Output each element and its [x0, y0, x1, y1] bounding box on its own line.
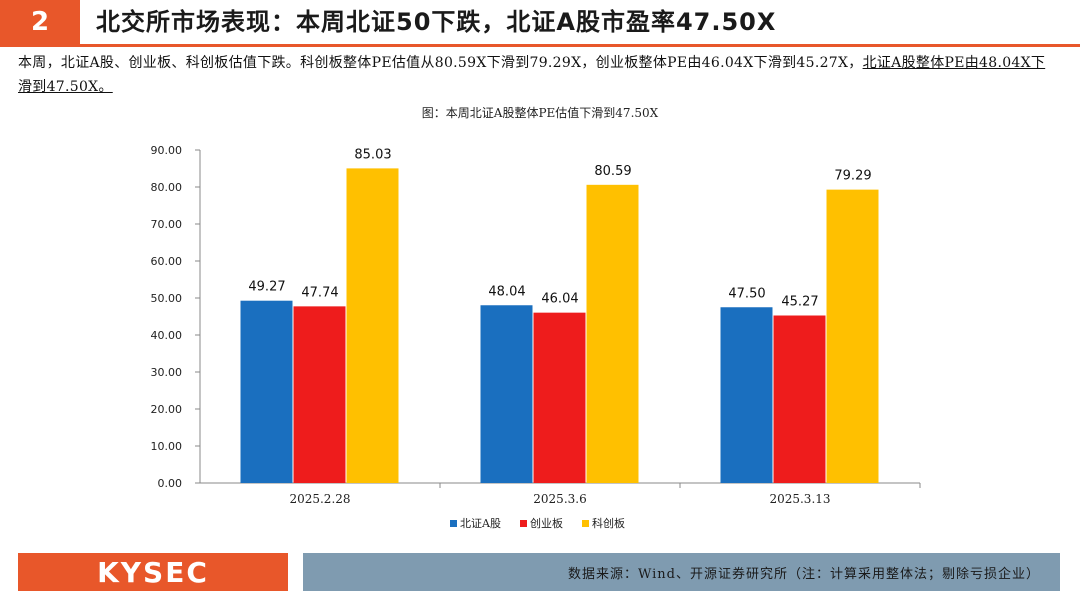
y-tick-label: 70.00: [151, 218, 183, 231]
x-tick-label: 2025.2.28: [289, 492, 350, 506]
x-tick-label: 2025.3.6: [533, 492, 586, 506]
y-tick-label: 30.00: [151, 366, 183, 379]
y-tick-label: 60.00: [151, 255, 183, 268]
kysec-logo: KYSEC: [18, 553, 288, 591]
x-tick-label: 2025.3.13: [769, 492, 830, 506]
y-tick-label: 20.00: [151, 403, 183, 416]
y-tick-label: 0.00: [158, 477, 183, 490]
page-title: 北交所市场表现：本周北证50下跌，北证A股市盈率47.50X: [96, 8, 777, 36]
bar-创业板-2025.3.13: [773, 315, 826, 483]
y-tick-label: 40.00: [151, 329, 183, 342]
bar-value-label: 45.27: [781, 295, 818, 310]
y-tick-label: 10.00: [151, 440, 183, 453]
y-tick-label: 80.00: [151, 181, 183, 194]
legend-swatch: [450, 520, 457, 527]
section-number: 2: [0, 0, 80, 44]
bar-value-label: 85.03: [354, 147, 391, 162]
bar-北证A股-2025.2.28: [240, 300, 293, 483]
bar-创业板-2025.2.28: [293, 306, 346, 483]
bar-value-label: 80.59: [594, 164, 631, 179]
summary-underlined-text: 北证A股整体PE由48.04X下滑到47.50X。: [18, 55, 1046, 95]
bar-value-label: 46.04: [541, 292, 578, 307]
bar-value-label: 48.04: [488, 284, 525, 299]
y-tick-label: 50.00: [151, 292, 183, 305]
bar-科创板-2025.2.28: [346, 168, 399, 483]
summary-paragraph: 本周，北证A股、创业板、科创板估值下跌。科创板整体PE估值从80.59X下滑到7…: [18, 51, 1048, 99]
bar-value-label: 47.50: [728, 286, 765, 301]
bar-北证A股-2025.3.6: [480, 305, 533, 483]
bar-北证A股-2025.3.13: [720, 307, 773, 483]
legend-swatch: [582, 520, 589, 527]
header-divider: [0, 44, 1080, 47]
bar-value-label: 47.74: [301, 285, 338, 300]
legend-label: 科创板: [592, 516, 625, 530]
legend-swatch: [520, 520, 527, 527]
chart-title: 图：本周北证A股整体PE估值下滑到47.50X: [422, 105, 659, 120]
bar-科创板-2025.3.13: [826, 189, 879, 483]
data-source-note: 数据来源：Wind、开源证券研究所（注：计算采用整体法；剔除亏损企业）: [303, 553, 1060, 591]
bar-科创板-2025.3.6: [586, 184, 639, 483]
legend-label: 北证A股: [460, 517, 501, 530]
legend-label: 创业板: [530, 516, 563, 530]
bar-value-label: 49.27: [248, 280, 285, 295]
pe-bar-chart: 图：本周北证A股整体PE估值下滑到47.50X 0.00 10.00 20.00 30…: [151, 105, 921, 530]
summary-text: 本周，北证A股、创业板、科创板估值下跌。科创板整体PE估值从80.59X下滑到7…: [18, 55, 863, 71]
bar-value-label: 79.29: [834, 169, 871, 184]
bar-创业板-2025.3.6: [533, 312, 586, 483]
y-tick-label: 90.00: [151, 144, 183, 157]
